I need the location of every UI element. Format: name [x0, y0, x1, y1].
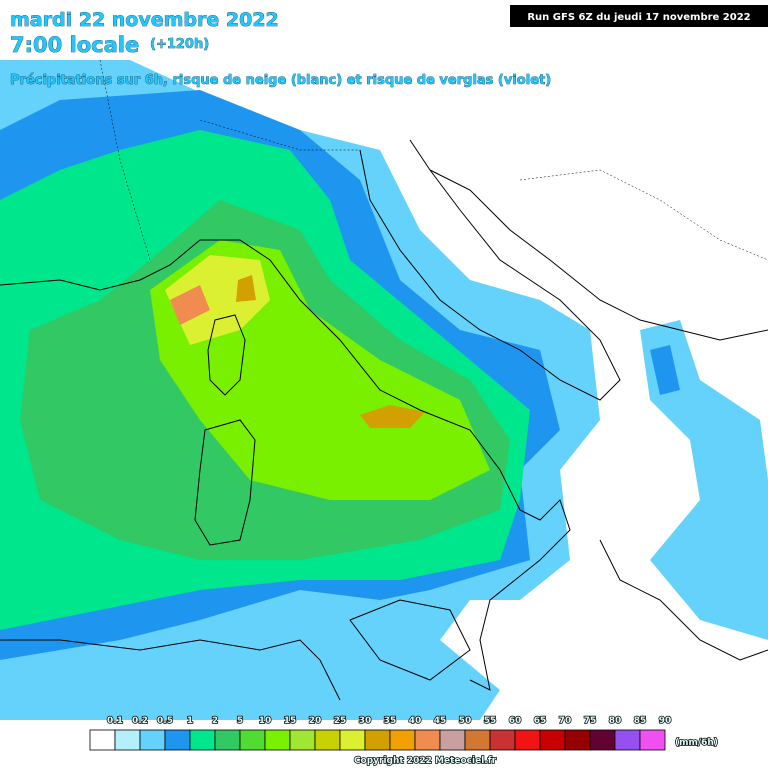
legend-label: 90 [659, 716, 672, 726]
copyright: Copyright 2022 Meteociel.fr [354, 756, 497, 766]
legend-swatch [114, 729, 141, 751]
legend-label: 2 [212, 716, 218, 726]
legend-label: 1 [187, 716, 193, 726]
legend-swatch [539, 729, 566, 751]
legend-label: 30 [359, 716, 372, 726]
precip-orange [170, 285, 210, 325]
precip-amber [360, 405, 425, 428]
legend-swatch [314, 729, 341, 751]
legend-label: 15 [284, 716, 297, 726]
date-title: mardi 22 novembre 2022 [10, 9, 279, 31]
run-info: Run GFS 6Z du jeudi 17 novembre 2022 [527, 12, 750, 23]
legend-label: 65 [534, 716, 547, 726]
legend-swatch [239, 729, 266, 751]
legend-swatch [414, 729, 441, 751]
legend-swatch [189, 729, 216, 751]
legend-swatch [214, 729, 241, 751]
run-box [510, 5, 768, 27]
legend-swatch [339, 729, 366, 751]
legend-label: 25 [334, 716, 347, 726]
legend-swatch [514, 729, 541, 751]
legend-swatch [164, 729, 191, 751]
legend-label: 60 [509, 716, 522, 726]
legend-label: 35 [384, 716, 397, 726]
legend-label: 10 [259, 716, 272, 726]
legend-swatch [439, 729, 466, 751]
legend-label: 20 [309, 716, 322, 726]
precip-blue [650, 345, 680, 395]
legend-label: 0.5 [157, 716, 173, 726]
legend-swatch [364, 729, 391, 751]
legend-label: 70 [559, 716, 572, 726]
subtitle: Précipitations sur 6h, risque de neige (… [10, 73, 551, 88]
legend-unit: (mm/6h) [675, 738, 718, 748]
legend-label: 5 [237, 716, 243, 726]
legend-label: 0.2 [132, 716, 148, 726]
legend-swatch [389, 729, 416, 751]
legend-swatch [89, 729, 116, 751]
precip-light [640, 320, 768, 640]
legend-swatch [614, 729, 641, 751]
borders [99, 59, 768, 261]
legend-label: 75 [584, 716, 597, 726]
legend-swatch [589, 729, 616, 751]
legend-swatch [639, 729, 666, 751]
legend-label: 50 [459, 716, 472, 726]
legend-swatch [464, 729, 491, 751]
legend-swatch [564, 729, 591, 751]
legend-swatch [489, 729, 516, 751]
legend-label: 40 [409, 716, 422, 726]
coastlines [0, 139, 768, 701]
lead-time: (+120h) [150, 37, 209, 52]
precip-amber [236, 275, 256, 302]
time-title: 7:00 locale [10, 33, 139, 57]
legend-swatch [289, 729, 316, 751]
legend-label: 55 [484, 716, 497, 726]
legend-swatch [264, 729, 291, 751]
legend-label: 80 [609, 716, 622, 726]
legend-label: 45 [434, 716, 447, 726]
legend: 0.1 0.2 0.5 1 2 5 10 15 20 25 30 35 40 45 50 55 60 65 70 75… [89, 715, 672, 751]
legend-swatch [139, 729, 166, 751]
legend-label: 0.1 [107, 716, 123, 726]
legend-label: 85 [634, 716, 647, 726]
precip-yellow [165, 255, 270, 345]
